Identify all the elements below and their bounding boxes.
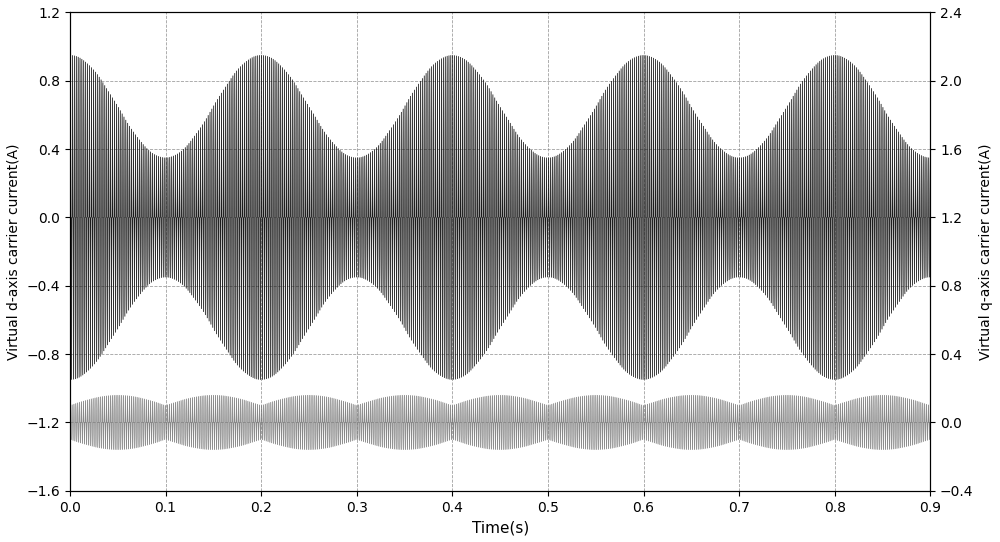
Y-axis label: Virtual q-axis carrier current(A): Virtual q-axis carrier current(A): [979, 144, 993, 360]
Y-axis label: Virtual d-axis carrier current(A): Virtual d-axis carrier current(A): [7, 144, 21, 360]
X-axis label: Time(s): Time(s): [472, 520, 529, 535]
